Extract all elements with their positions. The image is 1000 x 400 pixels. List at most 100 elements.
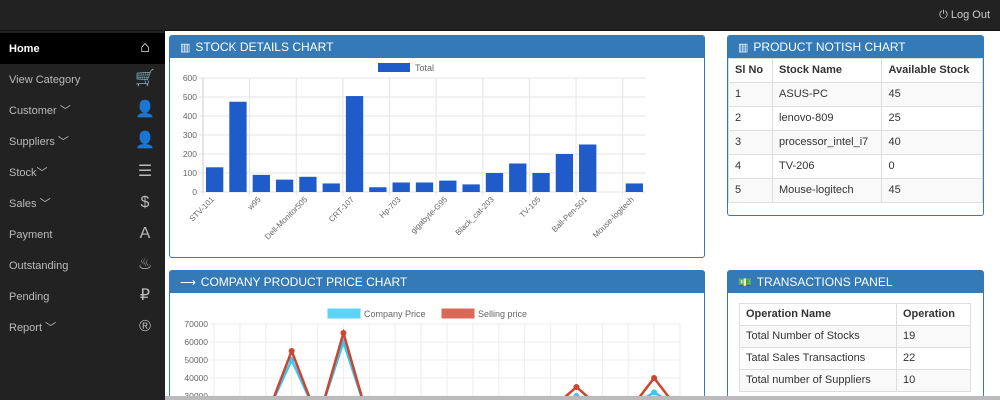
registered-icon: ® [139,318,151,335]
column-header: Available Stock [881,58,983,83]
x-tick-label: Hp-703 [378,195,403,220]
y-tick-label: 100 [183,168,197,178]
bar [275,179,294,192]
company-price-panel: ⟶ COMPANY PRODUCT PRICE CHART Company Pri… [169,270,705,398]
arrow-right-icon: ⟶ [180,277,196,289]
legend-swatch [441,308,475,319]
table-row: 3 processor_intel_i7 40 [728,130,983,155]
data-point [288,357,295,363]
x-tick-label: w95 [245,195,263,213]
column-header: Sl No [728,58,774,83]
column-header: Operation [895,303,972,326]
y-tick-label: 400 [183,111,197,121]
font-icon: A [139,225,151,242]
stock-bar-chart: Total 0 100 200 300 400 500 600 STV-101 w95 Dell-M… [183,63,646,241]
bar [462,184,480,192]
x-tick-label: TV-105 [518,195,543,220]
data-point [288,348,295,354]
table-cell: 19 [895,325,972,348]
logout-button[interactable]: ⏻ Log Out [939,9,990,21]
table-cell: Tatal Sales Transactions [739,347,897,370]
user-icon: 👤 [135,101,155,118]
table-cell: 45 [881,82,983,107]
bar [555,154,574,192]
y-tick-label: 70000 [184,319,208,329]
x-tick-label: Mouse-logitech [591,195,636,240]
table-cell: 3 [728,130,774,155]
sidebar-item-outstanding[interactable]: Outstanding ♨ [0,250,165,281]
column-header: Operation Name [739,303,897,326]
sidebar-item-viewcategory[interactable]: View Category 🛒 [0,64,165,95]
y-tick-label: 600 [183,73,197,83]
bar [579,144,597,192]
table-header-row: Operation Name Operation [739,303,972,326]
table-row: Total Number of Stocks 19 [739,325,972,348]
y-tick-label: 500 [183,92,197,102]
sidebar-item-sales[interactable]: Sales ﹀ $ [0,188,165,219]
legend-label: Company Price [364,309,426,319]
table-cell: 2 [728,106,774,131]
price-line-chart: Company Price Selling price 30000 40000 5000… [184,308,681,397]
y-tick-label: 0 [192,187,197,197]
x-tick-label: gigabyte-G95 [409,195,450,236]
stock-details-panel: ▥ STOCK DETAILS CHART Total 0 100 200 300 400 5… [169,35,705,258]
y-tick-label: 300 [183,130,197,140]
table-cell: 22 [895,347,972,370]
bar-chart-icon: ▥ [738,42,749,54]
table-row: Total number of Suppliers 10 [739,369,972,392]
panel-header: 💵 TRANSACTIONS PANEL [728,271,983,293]
sidebar-item-label: Report ﹀ [9,322,57,334]
horizontal-scrollbar[interactable] [165,396,1000,400]
sidebar-item-customer[interactable]: Customer ﹀ 👤 [0,95,165,126]
y-tick-label: 40000 [184,373,208,383]
table-cell: Mouse-logitech [772,178,883,203]
sidebar-item-label: Payment [9,229,53,241]
bar [345,96,364,192]
table-header-row: Sl No Stock Name Available Stock [728,58,983,83]
sidebar-item-label: Customer ﹀ [9,105,71,117]
power-icon: ⏻ [939,9,951,21]
home-icon: ⌂ [140,39,150,56]
data-point [573,384,580,390]
table-row: 1 ASUS-PC 45 [728,82,983,107]
legend-swatch [327,308,361,319]
cart-icon: 🛒 [135,70,155,87]
money-icon: 💵 [738,277,752,289]
product-notish-panel: ▥ PRODUCT NOTISH CHART Sl No Stock Name Ava… [727,35,984,216]
sidebar-item-report[interactable]: Report ﹀ ® [0,312,165,343]
x-tick-label: Black_cat-203 [454,195,497,238]
user-icon: 👤 [135,132,155,149]
bar [392,182,410,192]
sidebar-item-payment[interactable]: Payment A [0,219,165,250]
sidebar-item-label: Suppliers ﹀ [9,136,69,148]
sidebar-item-label: Outstanding [9,260,69,272]
bar [299,176,317,192]
table-cell: 5 [728,178,774,203]
x-tick-label: CRT-107 [327,195,356,224]
table-cell: processor_intel_i7 [772,130,883,155]
table-cell: 1 [728,82,774,107]
bar-chart-icon: ▥ [180,42,191,54]
table-cell: 25 [881,106,983,131]
sidebar-item-label: Stock﹀ [9,167,48,179]
legend-swatch [378,63,410,72]
data-point [651,375,658,381]
sidebar-item-stock[interactable]: Stock﹀ ☰ [0,157,165,188]
sidebar-item-label: View Category [9,74,81,86]
sidebar-item-pending[interactable]: Pending ₽ [0,281,165,312]
bar [206,167,224,192]
sidebar-item-suppliers[interactable]: Suppliers ﹀ 👤 [0,126,165,157]
legend-label: Selling price [478,309,527,319]
transactions-table: Operation Name Operation Total Number of S… [739,303,972,392]
x-tick-label: Ball-Pen-501 [550,195,589,234]
table-cell: 40 [881,130,983,155]
bar [252,174,270,192]
y-tick-label: 50000 [184,355,208,365]
table-row: Tatal Sales Transactions 22 [739,347,972,370]
sidebar-item-home[interactable]: Home ⌂ [0,33,165,64]
bar [625,183,643,192]
bar [229,101,247,192]
y-tick-label: 30000 [184,391,208,397]
sidebar-item-label: Pending [9,291,50,303]
ruble-icon: ₽ [139,287,151,304]
